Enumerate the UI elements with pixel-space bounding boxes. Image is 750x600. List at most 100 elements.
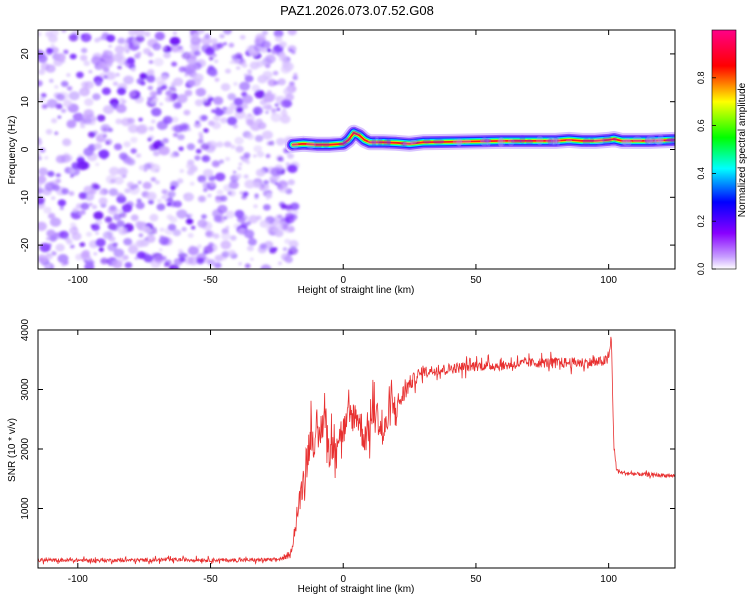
noise-speckle: [207, 193, 212, 198]
noise-speckle: [235, 173, 242, 179]
noise-speckle: [77, 160, 89, 171]
noise-speckle: [79, 54, 88, 62]
noise-speckle: [284, 238, 291, 244]
noise-speckle: [46, 229, 56, 238]
noise-speckle: [211, 109, 216, 113]
noise-speckle: [288, 246, 298, 255]
noise-speckle: [239, 81, 251, 91]
noise-speckle: [228, 42, 235, 48]
noise-speckle: [169, 36, 181, 46]
noise-speckle: [241, 194, 247, 200]
noise-speckle: [113, 143, 123, 151]
snr-x-axis: -100 -50 0 50 100: [68, 330, 617, 585]
noise-speckle: [280, 64, 291, 74]
noise-speckle: [227, 191, 232, 195]
y-tick-label: 1000: [20, 497, 31, 520]
noise-speckle: [273, 30, 284, 38]
noise-speckle: [231, 54, 238, 60]
noise-speckle: [109, 166, 120, 176]
noise-speckle: [57, 115, 62, 119]
ridge-speckle: [433, 138, 445, 145]
noise-speckle: [38, 54, 48, 63]
noise-speckle: [156, 203, 166, 211]
noise-speckle: [63, 49, 69, 55]
noise-speckle: [250, 257, 254, 261]
noise-speckle: [206, 94, 212, 99]
noise-speckle: [117, 167, 128, 176]
noise-speckle: [92, 93, 101, 101]
noise-speckle: [252, 106, 263, 116]
snr-y-axis: 1000 2000 3000 4000: [20, 318, 675, 520]
ridge-speckle: [565, 139, 573, 144]
noise-speckle: [243, 152, 251, 159]
noise-speckle: [113, 248, 125, 258]
noise-speckle: [92, 117, 98, 122]
noise-speckle: [46, 237, 50, 241]
ridge-speckle: [550, 137, 558, 146]
noise-speckle: [148, 60, 154, 64]
noise-speckle: [95, 231, 99, 235]
noise-speckle: [80, 202, 90, 210]
noise-speckle: [120, 194, 125, 198]
noise-speckle: [98, 247, 105, 252]
noise-speckle: [178, 248, 184, 254]
noise-speckle: [203, 128, 209, 133]
noise-speckle: [71, 232, 82, 241]
noise-speckle: [239, 214, 248, 222]
ridge-speckle: [553, 136, 559, 146]
noise-speckle: [243, 229, 255, 239]
noise-speckle: [254, 193, 259, 198]
noise-speckle: [187, 159, 195, 166]
noise-speckle: [285, 204, 292, 211]
noise-speckle: [172, 31, 177, 35]
noise-speckle: [228, 180, 239, 190]
noise-speckle: [287, 179, 295, 186]
ridge-speckle: [626, 138, 631, 145]
noise-speckle: [135, 153, 142, 158]
noise-speckle: [136, 78, 145, 85]
noise-speckle: [38, 152, 41, 157]
noise-speckle: [80, 90, 88, 96]
noise-speckle: [63, 260, 69, 266]
noise-speckle: [38, 69, 46, 75]
noise-speckle: [233, 124, 238, 129]
ridge-speckle: [666, 137, 675, 143]
noise-speckle: [221, 232, 231, 241]
noise-speckle: [106, 34, 116, 43]
noise-speckle: [226, 116, 238, 126]
noise-speckle: [262, 30, 268, 36]
ridge-speckle: [480, 138, 489, 143]
noise-speckle: [66, 86, 73, 91]
noise-speckle: [56, 93, 65, 101]
y-tick-label: -10: [20, 190, 31, 205]
noise-speckle: [162, 46, 167, 51]
noise-speckle: [223, 141, 232, 148]
noise-speckle: [152, 43, 162, 51]
noise-speckle: [129, 91, 136, 97]
noise-speckle: [83, 147, 94, 157]
noise-speckle: [93, 211, 104, 220]
x-tick-label: 100: [600, 574, 617, 585]
noise-speckle: [176, 178, 184, 184]
noise-speckle: [41, 104, 48, 109]
noise-speckle: [266, 48, 272, 53]
noise-speckle: [84, 98, 94, 106]
noise-speckle: [55, 53, 66, 62]
noise-speckle: [265, 110, 269, 114]
noise-speckle: [274, 103, 279, 107]
colorbar-label: Normalized spectral amplitude: [737, 82, 748, 217]
noise-speckle: [174, 201, 181, 206]
noise-speckle: [38, 221, 47, 231]
noise-speckle: [68, 91, 80, 101]
noise-speckle: [197, 219, 208, 228]
noise-speckle: [268, 140, 275, 146]
noise-speckle: [116, 87, 127, 96]
noise-speckle: [151, 107, 162, 117]
colorbar-tick-label: 0.0: [696, 263, 706, 276]
noise-speckle: [216, 42, 224, 49]
noise-speckle: [103, 105, 114, 115]
ridge-speckle: [367, 140, 376, 145]
noise-speckle: [135, 221, 144, 228]
noise-speckle: [135, 239, 145, 248]
noise-speckle: [265, 54, 276, 64]
